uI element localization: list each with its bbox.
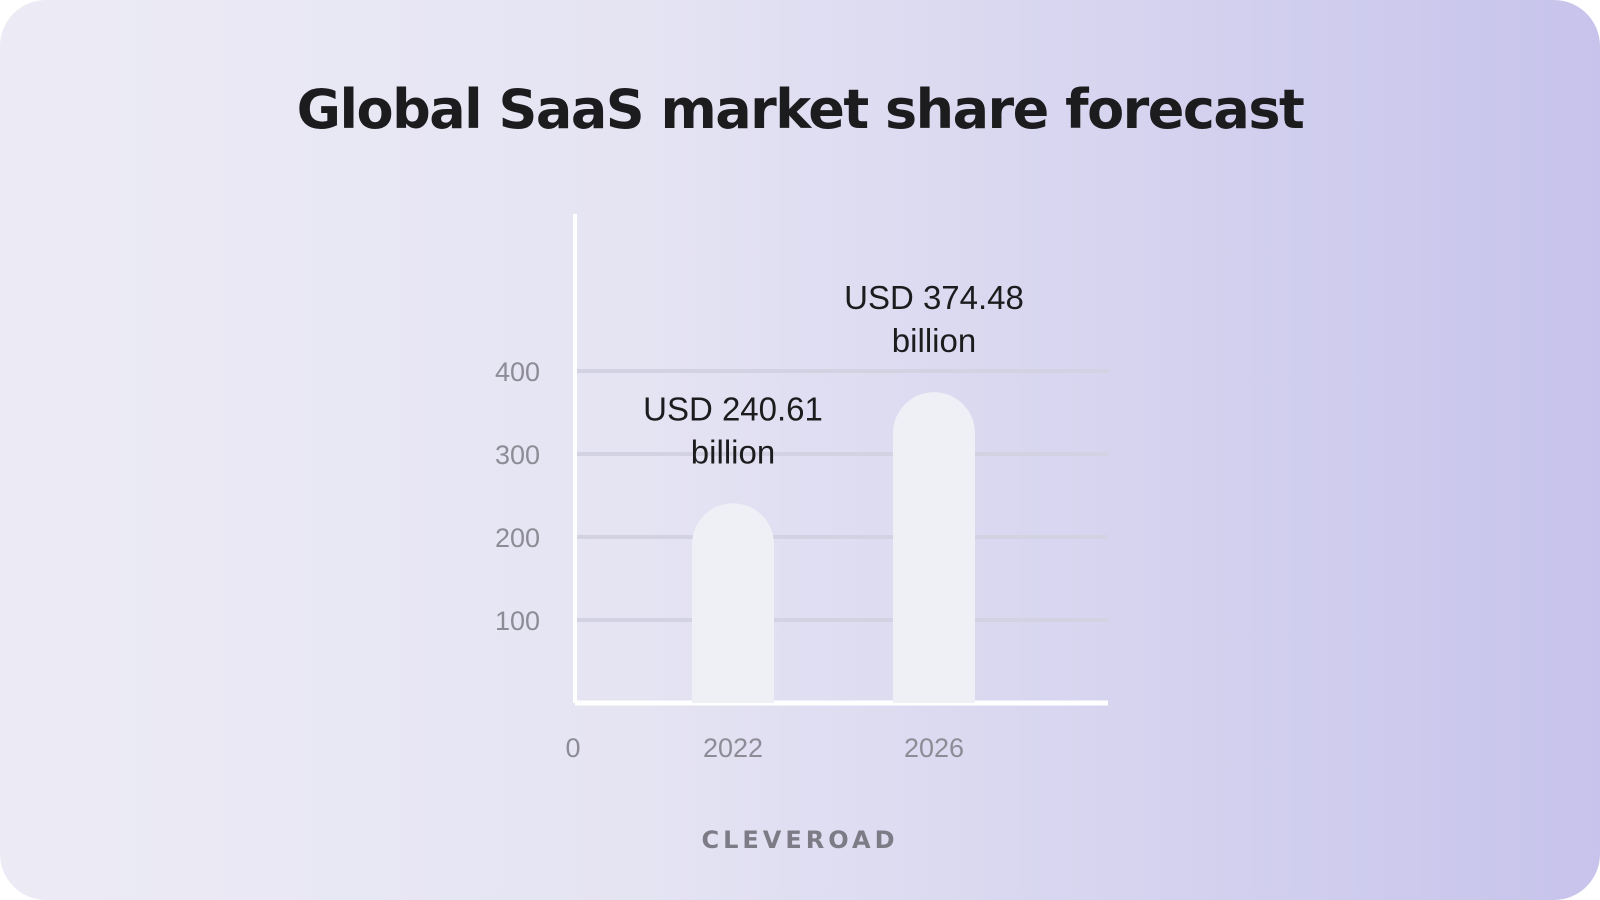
origin-label: 0 [565,733,580,763]
data-label-unit: billion [691,433,775,470]
y-tick-label: 300 [495,440,540,470]
brand-logo: CLEVEROAD [701,826,899,854]
bar-2022 [692,503,774,703]
y-tick-label: 200 [495,523,540,553]
y-tick-label: 100 [495,606,540,636]
bar-2026 [893,392,975,703]
x-tick-label: 2022 [703,733,763,763]
data-label-value: USD 240.61 [643,390,823,427]
chart-title: Global SaaS market share forecast [296,78,1305,141]
y-tick-label: 400 [495,357,540,387]
x-tick-label: 2026 [904,733,964,763]
data-label-value: USD 374.48 [844,279,1024,316]
data-label-unit: billion [892,322,976,359]
